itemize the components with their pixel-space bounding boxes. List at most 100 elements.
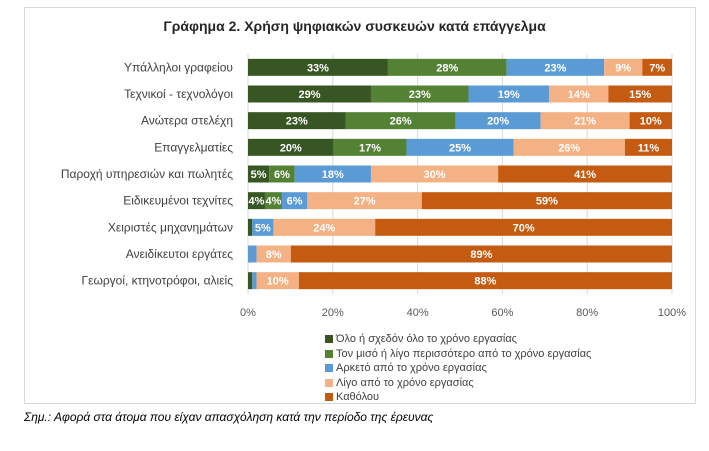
legend-item: Όλο ή σχεδόν όλο το χρόνο εργασίας bbox=[325, 332, 591, 347]
x-tick-label: 20% bbox=[322, 307, 344, 319]
bar-segment bbox=[256, 272, 299, 290]
bar-segment bbox=[333, 138, 407, 156]
data-label: 29% bbox=[298, 89, 320, 101]
bar-segment bbox=[256, 245, 291, 263]
data-label: 41% bbox=[574, 169, 596, 181]
bar-segment bbox=[294, 165, 371, 183]
category-label: Υπάλληλοι γραφείου bbox=[124, 60, 233, 74]
x-tick-label: 80% bbox=[576, 307, 598, 319]
x-tick-label: 60% bbox=[491, 307, 513, 319]
data-label: 70% bbox=[513, 222, 535, 234]
data-label: 17% bbox=[359, 142, 381, 154]
data-label: 59% bbox=[536, 196, 558, 208]
category-label: Παροχή υπηρεσιών και πωλητές bbox=[61, 167, 233, 181]
legend-item: Αρκετό από το χρόνο εργασίας bbox=[325, 361, 591, 376]
bar-segment bbox=[298, 272, 672, 290]
data-label: 5% bbox=[255, 222, 271, 234]
legend-label: Καθόλου bbox=[336, 391, 380, 403]
legend-swatch bbox=[325, 349, 333, 358]
x-tick-label: 40% bbox=[407, 307, 429, 319]
category-label: Επαγγελματίες bbox=[154, 140, 233, 154]
category-label: Χειριστές μηχανημάτων bbox=[108, 220, 233, 234]
data-label: 23% bbox=[286, 116, 308, 128]
legend-item: Τον μισό ή λίγο περισσότερο από το χρόνο… bbox=[325, 347, 591, 362]
legend-label: Αρκετό από το χρόνο εργασίας bbox=[336, 362, 487, 374]
bar-segment bbox=[370, 165, 499, 183]
bar-segment bbox=[498, 165, 672, 183]
legend-swatch bbox=[325, 393, 333, 402]
bar-segment bbox=[281, 192, 308, 210]
legend-swatch bbox=[325, 364, 333, 373]
data-label: 28% bbox=[436, 62, 458, 74]
bars: 33% 28% 23% 9% 7% 29% 23% 19% 14% 15% 23% 26% 20% 21%… bbox=[248, 58, 672, 290]
bar-segment bbox=[387, 58, 507, 76]
bar-segment bbox=[248, 192, 265, 210]
data-label: 89% bbox=[470, 249, 492, 261]
bar-segment bbox=[375, 218, 672, 236]
bar-segment bbox=[540, 112, 630, 130]
data-label: 7% bbox=[649, 62, 665, 74]
bar-segment bbox=[629, 112, 672, 130]
data-label: 20% bbox=[280, 142, 302, 154]
category-label: Ανειδίκευτοι εργάτες bbox=[126, 247, 234, 261]
legend-label: Τον μισό ή λίγο περισσότερο από το χρόνο… bbox=[336, 347, 592, 360]
bar-segment bbox=[248, 272, 253, 290]
data-label: 20% bbox=[487, 116, 509, 128]
data-label: 26% bbox=[390, 116, 412, 128]
category-label: Γεωργοί, κτηνοτρόφοι, αλιείς bbox=[81, 274, 233, 288]
bar-segment bbox=[642, 58, 672, 76]
data-label: 6% bbox=[287, 196, 303, 208]
legend-label: Λίγο από το χρόνο εργασίας bbox=[336, 376, 474, 389]
bar-segment bbox=[468, 85, 550, 103]
data-label: 8% bbox=[266, 249, 282, 261]
legend-item: Λίγο από το χρόνο εργασίας bbox=[325, 376, 591, 391]
data-label: 19% bbox=[498, 89, 520, 101]
bar-segment bbox=[455, 112, 541, 130]
bar-segment bbox=[345, 112, 456, 130]
legend-swatch bbox=[325, 378, 333, 387]
footnote: Σημ.: Αφορά στα άτομα που είχαν απασχόλη… bbox=[24, 410, 434, 424]
bar-segment bbox=[307, 192, 422, 210]
chart-title: Γράφημα 2. Χρήση ψηφιακών συσκευών κατά … bbox=[163, 18, 546, 34]
data-label: 24% bbox=[313, 222, 335, 234]
category-label: Ανώτερα στελέχη bbox=[141, 114, 233, 128]
bar-segment bbox=[264, 192, 282, 210]
data-label: 15% bbox=[629, 89, 651, 101]
bar-segment bbox=[248, 85, 371, 103]
data-label: 21% bbox=[574, 116, 596, 128]
data-label: 6% bbox=[274, 169, 290, 181]
data-label: 14% bbox=[568, 89, 590, 101]
data-label: 33% bbox=[307, 62, 329, 74]
legend-swatch bbox=[325, 335, 333, 344]
bar-segment bbox=[273, 218, 376, 236]
data-label: 18% bbox=[322, 169, 344, 181]
data-label: 4% bbox=[265, 196, 281, 208]
legend-label: Όλο ή σχεδόν όλο το χρόνο εργασίας bbox=[336, 333, 517, 345]
bar-segment bbox=[248, 138, 334, 156]
bar-segment bbox=[549, 85, 609, 103]
bar-segment bbox=[406, 138, 514, 156]
legend-item: Καθόλου bbox=[325, 390, 591, 405]
data-label: 30% bbox=[424, 169, 446, 181]
bar-segment bbox=[252, 272, 257, 290]
x-tick-label: 0% bbox=[240, 307, 256, 319]
bar-segment bbox=[421, 192, 672, 210]
bar-segment bbox=[252, 218, 274, 236]
data-label: 4% bbox=[249, 196, 265, 208]
bar-segment bbox=[290, 245, 672, 263]
data-label: 10% bbox=[267, 276, 289, 288]
bar-segment bbox=[513, 138, 625, 156]
data-label: 27% bbox=[354, 196, 376, 208]
bar-segment bbox=[604, 58, 643, 76]
data-label: 25% bbox=[449, 142, 471, 154]
data-label: 5% bbox=[251, 169, 267, 181]
bar-segment bbox=[269, 165, 295, 183]
bar-segment bbox=[248, 245, 257, 263]
data-label: 9% bbox=[615, 62, 631, 74]
bar-segment bbox=[248, 218, 253, 236]
x-tick-labels: 0% 20% 40% 60% 80% 100% bbox=[240, 307, 686, 319]
data-label: 23% bbox=[409, 89, 431, 101]
x-tick-label: 100% bbox=[658, 307, 686, 319]
category-label: Ειδικευμένοι τεχνίτες bbox=[123, 194, 233, 208]
